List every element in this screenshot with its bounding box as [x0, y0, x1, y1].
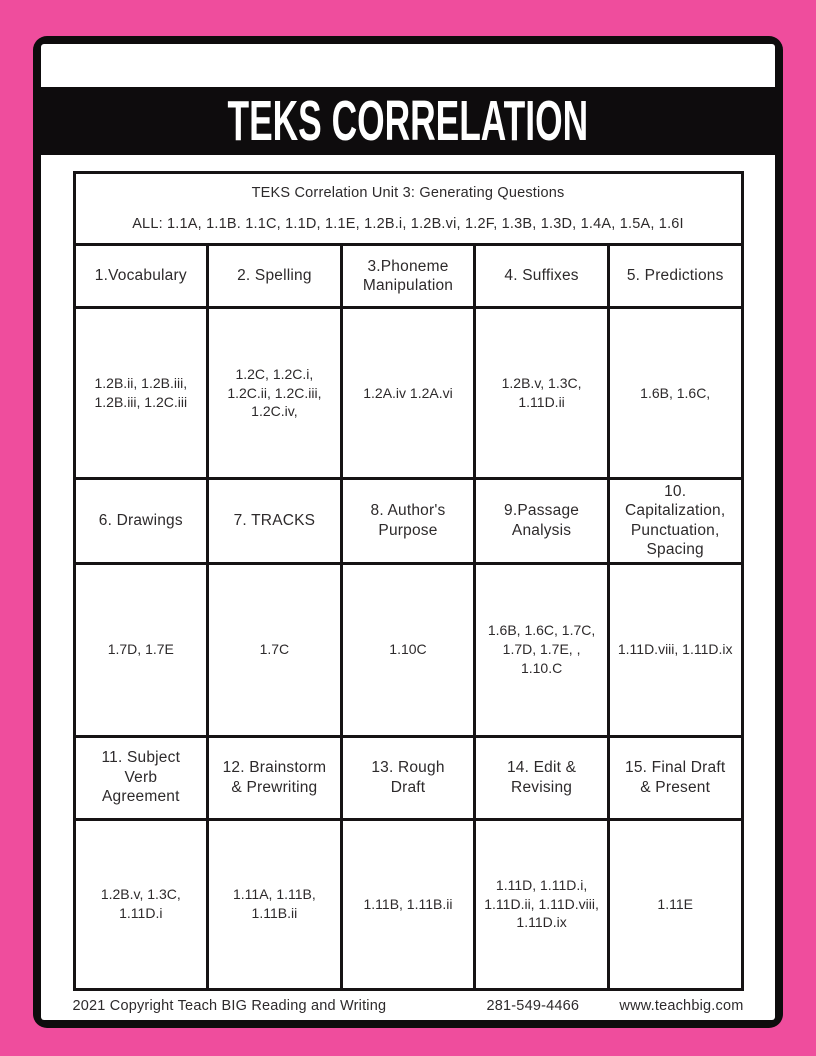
column-header: 1.Vocabulary — [72, 243, 210, 309]
phone-number: 281-549-4466 — [486, 997, 580, 1014]
teks-correlation-table: TEKS Correlation Unit 3: Generating Ques… — [72, 171, 744, 991]
table-title: TEKS Correlation Unit 3: Generating Ques… — [251, 185, 565, 201]
column-header: 11. Subject Verb Agreement — [72, 734, 210, 821]
website-url: www.teachbig.com — [619, 997, 744, 1014]
column-header: 12. Brainstorm & Prewriting — [206, 734, 343, 821]
document-page: TEKS CORRELATION TEKS Correlation Unit 3… — [41, 44, 775, 1020]
standards-cell: 1.10C — [339, 561, 477, 738]
column-header: 2. Spelling — [206, 243, 343, 309]
standards-cell: 1.7D, 1.7E — [72, 561, 210, 738]
standards-cell: 1.11A, 1.11B, 1.11B.ii — [206, 817, 343, 991]
header-row: 1.Vocabulary 2. Spelling 3.Phoneme Manip… — [72, 243, 744, 309]
copyright-text: 2021 Copyright Teach BIG Reading and Wri… — [72, 997, 387, 1014]
column-header: 13. Rough Draft — [339, 734, 477, 821]
column-header: 3.Phoneme Manipulation — [339, 243, 477, 309]
column-header: 9.Passage Analysis — [473, 477, 610, 565]
data-row: 1.2B.ii, 1.2B.iii, 1.2B.iii, 1.2C.iii 1.… — [72, 306, 744, 480]
standards-cell: 1.2A.iv 1.2A.vi — [339, 306, 477, 480]
header-row: 11. Subject Verb Agreement 12. Brainstor… — [72, 734, 744, 821]
standards-cell: 1.7C — [206, 561, 343, 738]
table-title-cell: TEKS Correlation Unit 3: Generating Ques… — [72, 171, 744, 246]
standards-cell: 1.11E — [606, 817, 744, 991]
table-all-standards: ALL: 1.1A, 1.1B. 1.1C, 1.1D, 1.1E, 1.2B.… — [132, 216, 684, 232]
table-title-row: TEKS Correlation Unit 3: Generating Ques… — [72, 171, 744, 246]
standards-cell: 1.2B.v, 1.3C, 1.11D.ii — [473, 306, 610, 480]
standards-cell: 1.2B.v, 1.3C, 1.11D.i — [72, 817, 210, 991]
title-banner: TEKS CORRELATION — [41, 87, 775, 155]
data-row: 1.7D, 1.7E 1.7C 1.10C 1.6B, 1.6C, 1.7C, … — [72, 561, 744, 738]
column-header: 6. Drawings — [72, 477, 210, 565]
page-frame: TEKS CORRELATION TEKS Correlation Unit 3… — [33, 36, 783, 1028]
standards-cell: 1.6B, 1.6C, 1.7C, 1.7D, 1.7E, , 1.10.C — [473, 561, 610, 738]
standards-cell: 1.2C, 1.2C.i, 1.2C.ii, 1.2C.iii, 1.2C.iv… — [206, 306, 343, 480]
column-header: 5. Predictions — [606, 243, 744, 309]
standards-cell: 1.11D, 1.11D.i, 1.11D.ii, 1.11D.viii, 1.… — [473, 817, 610, 991]
column-header: 15. Final Draft & Present — [606, 734, 744, 821]
standards-cell: 1.11D.viii, 1.11D.ix — [606, 561, 744, 738]
column-header: 4. Suffixes — [473, 243, 610, 309]
standards-cell: 1.2B.ii, 1.2B.iii, 1.2B.iii, 1.2C.iii — [72, 306, 210, 480]
column-header: 7. TRACKS — [206, 477, 343, 565]
column-header: 10. Capitalization, Punctuation, Spacing — [606, 477, 744, 565]
column-header: 8. Author's Purpose — [339, 477, 477, 565]
header-row: 6. Drawings 7. TRACKS 8. Author's Purpos… — [72, 477, 744, 565]
data-row: 1.2B.v, 1.3C, 1.11D.i 1.11A, 1.11B, 1.11… — [72, 817, 744, 991]
standards-cell: 1.6B, 1.6C, — [606, 306, 744, 480]
footer: 2021 Copyright Teach BIG Reading and Wri… — [73, 991, 744, 1021]
standards-cell: 1.11B, 1.11B.ii — [339, 817, 477, 991]
page-title: TEKS CORRELATION — [227, 88, 589, 153]
column-header: 14. Edit & Revising — [473, 734, 610, 821]
